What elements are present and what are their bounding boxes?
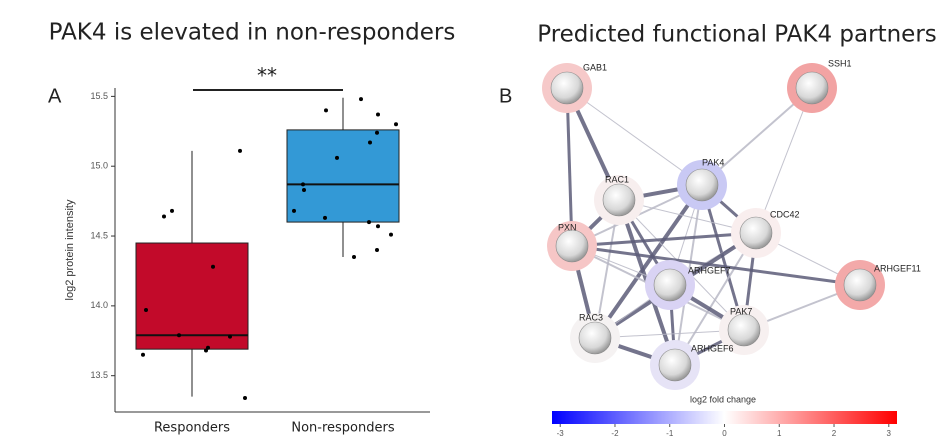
node (556, 230, 588, 262)
data-point (211, 265, 215, 269)
data-point (375, 131, 379, 135)
data-point (376, 113, 380, 117)
data-point (352, 255, 356, 259)
y-tick-label: 13.5 (90, 370, 108, 380)
node-label: RAC3 (579, 312, 603, 322)
data-point (162, 214, 166, 218)
data-point (302, 188, 306, 192)
node (728, 314, 760, 346)
figure: PAK4 is elevated in non-responders Predi… (0, 0, 951, 440)
data-point (228, 335, 232, 339)
colorbar-label: log2 fold change (690, 394, 756, 404)
data-point (238, 149, 242, 153)
x-tick-label: Responders (154, 421, 230, 436)
panel-letter: A (48, 85, 62, 107)
node-label: RAC1 (605, 174, 629, 184)
data-point (375, 248, 379, 252)
node-label: ARHGEF7 (688, 265, 731, 275)
colorbar-tick-label: 3 (887, 429, 892, 438)
colorbar-tick-label: -3 (557, 429, 565, 438)
data-point (243, 396, 247, 400)
node (551, 72, 583, 104)
data-point (144, 308, 148, 312)
y-axis-label: log2 protein intensity (64, 199, 76, 300)
node (740, 217, 772, 249)
node (844, 269, 876, 301)
colorbar (552, 411, 897, 424)
node-label: PXN (558, 222, 577, 232)
data-point (141, 353, 145, 357)
node (579, 322, 611, 354)
colorbar-tick-label: 0 (722, 429, 727, 438)
colorbar-tick-label: -1 (666, 429, 674, 438)
colorbar-tick-label: -2 (611, 429, 619, 438)
box (136, 243, 248, 349)
y-tick-label: 14.5 (90, 230, 108, 240)
node-label: GAB1 (583, 62, 607, 72)
data-point (323, 216, 327, 220)
data-point (368, 140, 372, 144)
data-point (292, 209, 296, 213)
node-label: CDC42 (770, 209, 800, 219)
colorbar-tick-label: 2 (832, 429, 837, 438)
node-label: ARHGEF6 (691, 343, 734, 353)
chart-title: PAK4 is elevated in non-responders (49, 20, 456, 46)
y-tick-label: 15.5 (90, 91, 108, 101)
data-point (389, 233, 393, 237)
x-tick-label: Non-responders (291, 421, 394, 436)
data-point (367, 220, 371, 224)
data-point (359, 97, 363, 101)
node (603, 184, 635, 216)
node (686, 169, 718, 201)
edge (572, 233, 756, 246)
node-label: PAK4 (702, 157, 724, 167)
y-tick-label: 15.0 (90, 161, 108, 171)
data-point (376, 224, 380, 228)
panel-letter: B (499, 85, 512, 107)
node (654, 269, 686, 301)
data-point (301, 182, 305, 186)
data-point (170, 209, 174, 213)
data-point (324, 108, 328, 112)
chart-title: Predicted functional PAK4 partners (537, 22, 937, 48)
data-point (204, 349, 208, 353)
node-label: ARHGEF11 (874, 263, 921, 273)
data-point (394, 122, 398, 126)
node-label: SSH1 (828, 58, 852, 68)
colorbar-tick-label: 1 (777, 429, 782, 438)
data-point (177, 333, 181, 337)
data-point (335, 156, 339, 160)
node (796, 72, 828, 104)
box (287, 130, 399, 222)
node (659, 349, 691, 381)
significance-label: ** (257, 64, 277, 88)
node-label: PAK7 (730, 306, 752, 316)
y-tick-label: 14.0 (90, 300, 108, 310)
